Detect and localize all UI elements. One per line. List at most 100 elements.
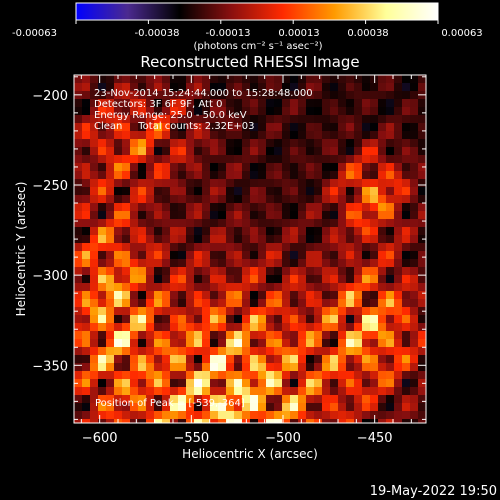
heatmap-cell xyxy=(106,163,115,172)
heatmap-cell xyxy=(370,299,379,308)
heatmap-cell xyxy=(170,251,179,260)
heatmap-cell xyxy=(338,123,347,132)
heatmap-cell xyxy=(354,387,363,396)
heatmap-cell xyxy=(322,323,331,332)
heatmap-cell xyxy=(130,139,139,148)
heatmap-cell xyxy=(186,227,195,236)
heatmap-cell xyxy=(146,115,155,124)
heatmap-cell xyxy=(410,99,419,108)
heatmap-cell xyxy=(226,123,235,132)
heatmap-cell xyxy=(194,227,203,236)
heatmap-cell xyxy=(178,91,187,100)
heatmap-cell xyxy=(314,123,323,132)
heatmap-cell xyxy=(274,347,283,356)
heatmap-cell xyxy=(402,355,411,364)
heatmap-cell xyxy=(394,291,403,300)
heatmap-cell xyxy=(330,259,339,268)
heatmap-cell xyxy=(130,395,139,404)
heatmap-cell xyxy=(234,323,243,332)
heatmap-cell xyxy=(90,163,99,172)
heatmap-cell xyxy=(362,395,371,404)
heatmap-cell xyxy=(386,147,395,156)
heatmap-cell xyxy=(410,371,419,380)
heatmap-cell xyxy=(82,299,91,308)
heatmap-cell xyxy=(138,147,147,156)
heatmap-cell xyxy=(346,419,355,423)
heatmap-cell xyxy=(90,115,99,124)
heatmap-cell xyxy=(306,99,315,108)
colorbar-ticks xyxy=(75,20,439,24)
heatmap-cell xyxy=(194,203,203,212)
heatmap-cell xyxy=(106,155,115,164)
heatmap-cell xyxy=(242,211,251,220)
heatmap-cell xyxy=(282,323,291,332)
heatmap-cell xyxy=(82,131,91,140)
heatmap-cell xyxy=(378,323,387,332)
heatmap-cell xyxy=(74,419,83,423)
heatmap-cell xyxy=(290,411,299,420)
heatmap-cell xyxy=(130,403,139,412)
heatmap-cell xyxy=(146,339,155,348)
heatmap-cell xyxy=(82,163,91,172)
heatmap-cell xyxy=(378,219,387,228)
heatmap-cell xyxy=(90,331,99,340)
heatmap-cell xyxy=(322,339,331,348)
heatmap-cell xyxy=(226,363,235,372)
heatmap-cell xyxy=(178,115,187,124)
heatmap-cell xyxy=(386,123,395,132)
heatmap-cell xyxy=(114,179,123,188)
heatmap-cell xyxy=(250,83,259,92)
heatmap-cell xyxy=(354,155,363,164)
heatmap-cell xyxy=(202,75,211,84)
heatmap-cell xyxy=(98,339,107,348)
heatmap-cell xyxy=(74,219,83,228)
heatmap-cell xyxy=(154,219,163,228)
heatmap-cell xyxy=(290,219,299,228)
heatmap-cell xyxy=(170,395,179,404)
heatmap-cell xyxy=(122,331,131,340)
heatmap-cell xyxy=(266,387,275,396)
heatmap-cell xyxy=(98,227,107,236)
heatmap-cell xyxy=(226,395,235,404)
heatmap-cell xyxy=(74,323,83,332)
heatmap-cell xyxy=(210,259,219,268)
heatmap-cell xyxy=(418,395,426,404)
heatmap-cell xyxy=(354,203,363,212)
heatmap-cell xyxy=(346,91,355,100)
heatmap-cell xyxy=(354,195,363,204)
heatmap-cell xyxy=(242,195,251,204)
heatmap-cell xyxy=(82,291,91,300)
heatmap-cell xyxy=(314,315,323,324)
heatmap-cell xyxy=(298,403,307,412)
heatmap-cell xyxy=(394,139,403,148)
heatmap-cell xyxy=(274,371,283,380)
heatmap-cell xyxy=(306,163,315,172)
heatmap-cell xyxy=(410,379,419,388)
heatmap-cell xyxy=(82,275,91,284)
heatmap-cell xyxy=(226,219,235,228)
heatmap-cell xyxy=(82,331,91,340)
heatmap-cell xyxy=(138,339,147,348)
heatmap-cell xyxy=(378,211,387,220)
heatmap-cell xyxy=(202,107,211,116)
heatmap-cell xyxy=(138,299,147,308)
heatmap-cell xyxy=(330,171,339,180)
heatmap-cell xyxy=(274,315,283,324)
heatmap-cell xyxy=(210,243,219,252)
heatmap-cell xyxy=(146,83,155,92)
heatmap-cell xyxy=(234,291,243,300)
heatmap-cell xyxy=(170,243,179,252)
heatmap-cell xyxy=(330,291,339,300)
heatmap-cell xyxy=(266,283,275,292)
heatmap-cell xyxy=(114,259,123,268)
heatmap-cell xyxy=(146,355,155,364)
heatmap-cell xyxy=(98,131,107,140)
heatmap-cell xyxy=(186,267,195,276)
heatmap-cell xyxy=(146,195,155,204)
heatmap-cell xyxy=(194,179,203,188)
heatmap-cell xyxy=(162,139,171,148)
heatmap-cell xyxy=(290,235,299,244)
heatmap-cell xyxy=(378,371,387,380)
heatmap-cell xyxy=(194,331,203,340)
heatmap-cell xyxy=(74,115,83,124)
